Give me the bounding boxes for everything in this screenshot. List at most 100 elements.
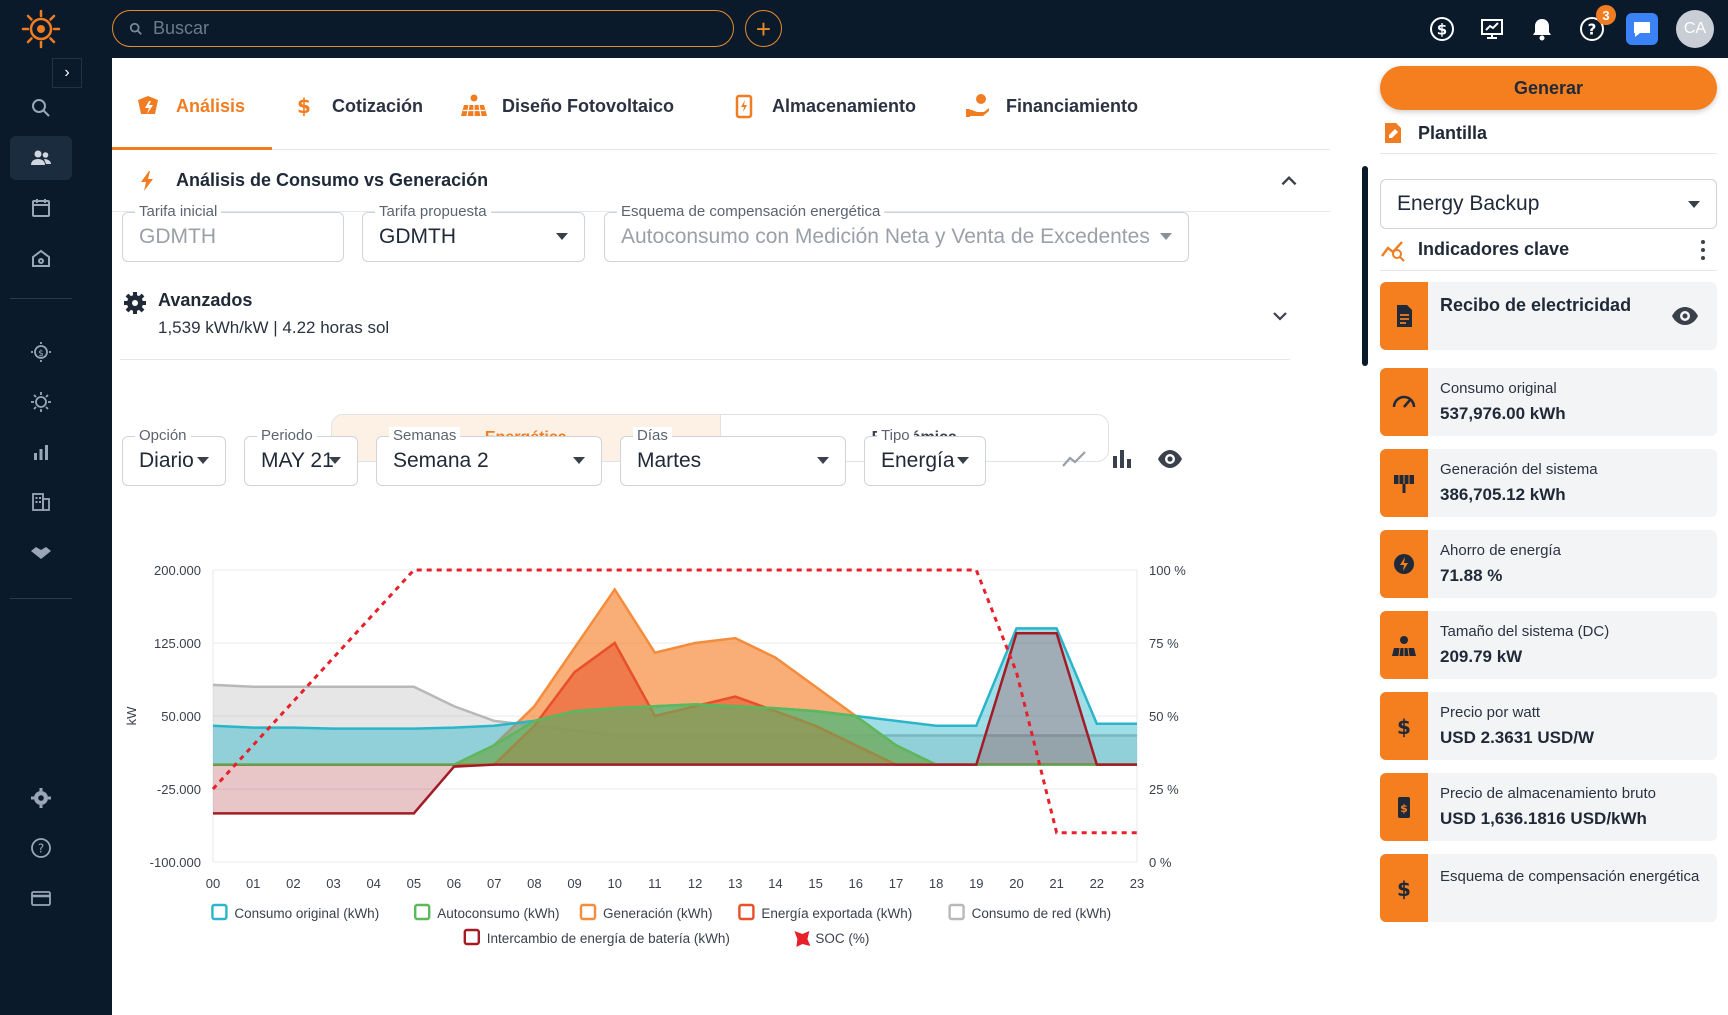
- series-line: [213, 632, 1137, 815]
- chevron-up-icon[interactable]: [1278, 170, 1300, 192]
- eye-icon[interactable]: [1671, 304, 1699, 328]
- svg-text:$: $: [1437, 21, 1447, 39]
- search-bar[interactable]: [112, 10, 734, 47]
- bar-chart-icon[interactable]: [1109, 446, 1135, 472]
- avanzados-panel[interactable]: Avanzados 1,539 kWh/kW | 4.22 horas sol: [120, 286, 1290, 360]
- x-tick-label: 15: [808, 876, 822, 891]
- series-area: [213, 628, 1137, 765]
- sidebar-toggle-button[interactable]: ›: [52, 58, 82, 88]
- y-axis-label: kW: [124, 706, 139, 726]
- kpi-card[interactable]: $ Esquema de compensación energética: [1380, 854, 1717, 922]
- x-tick-label: 01: [246, 876, 260, 891]
- avanzados-subtitle: 1,539 kWh/kW | 4.22 horas sol: [158, 318, 390, 337]
- energy-chart: 200.000 100 %125.000 75 %50.000 50 %-25.000…: [124, 563, 1186, 947]
- kpi-card[interactable]: $ Precio de almacenamiento bruto USD 1,636…: [1380, 773, 1717, 841]
- sidebar-item-buildings[interactable]: [10, 480, 72, 524]
- sidebar-item-users[interactable]: [10, 136, 72, 180]
- svg-text:?: ?: [1588, 21, 1597, 39]
- esquema-compensacion-select[interactable]: Esquema de compensación energética Autoc…: [604, 203, 1189, 262]
- brand-logo[interactable]: [20, 8, 62, 50]
- generate-button[interactable]: Generar: [1380, 66, 1717, 110]
- sidebar-item-partners[interactable]: [10, 530, 72, 574]
- sidebar-item-reports[interactable]: [10, 430, 72, 474]
- sidebar-item-home[interactable]: [10, 236, 72, 280]
- opcion-select[interactable]: Opción Diario: [122, 427, 226, 486]
- tab-bar: Análisis $ Cotización Diseño Fotovoltaic…: [112, 58, 1330, 150]
- legend-marker: [414, 903, 431, 921]
- y2-tick-label: 100 %: [1149, 563, 1186, 578]
- kpi-card[interactable]: Consumo original 537,976.00 kWh: [1380, 368, 1717, 436]
- svg-text:$: $: [1400, 802, 1408, 815]
- svg-text:?: ?: [38, 842, 44, 856]
- legend-label: Consumo original (kWh): [234, 906, 379, 921]
- template-icon: [1385, 123, 1401, 143]
- sidebar-item-solar[interactable]: [10, 380, 72, 424]
- more-options-icon[interactable]: [1700, 238, 1706, 262]
- dias-select[interactable]: Días Martes: [620, 427, 846, 486]
- x-tick-label: 02: [286, 876, 300, 891]
- tab-almacenamiento[interactable]: Almacenamiento: [730, 84, 916, 128]
- legend-marker: [794, 931, 811, 947]
- sidebar-item-help[interactable]: ?: [10, 826, 72, 870]
- financing-icon: [966, 94, 989, 117]
- handshake-icon: [31, 547, 51, 559]
- active-tab-indicator: [112, 147, 272, 150]
- solar-dollar-icon: $: [31, 342, 51, 362]
- sidebar-item-search[interactable]: [10, 86, 72, 130]
- series-area: [213, 633, 1137, 814]
- y-tick-label: 125.000: [154, 636, 201, 651]
- section-title: Análisis de Consumo vs Generación: [176, 170, 489, 190]
- plantilla-header: Plantilla: [1380, 120, 1487, 146]
- x-tick-label: 14: [768, 876, 782, 891]
- sidebar-item-calendar[interactable]: [10, 186, 72, 230]
- semanas-select[interactable]: Semanas Semana 2: [376, 427, 602, 486]
- sidebar-item-settings[interactable]: [10, 776, 72, 820]
- x-tick-label: 18: [929, 876, 943, 891]
- y-tick-label: 50.000: [161, 709, 201, 724]
- kpi-label: Generación del sistema: [1440, 461, 1598, 478]
- energy-savings-icon: [1394, 554, 1414, 574]
- sidebar-item-solar-finance[interactable]: $: [10, 330, 72, 374]
- tarifa-propuesta-select[interactable]: Tarifa propuesta GDMTH: [362, 203, 585, 262]
- top-bar: + $ ? 3 CA: [0, 0, 1728, 58]
- indicadores-header: Indicadores clave: [1380, 236, 1569, 262]
- battery-dollar-icon: $: [1398, 797, 1410, 818]
- dropdown-arrow-icon: [556, 233, 568, 240]
- currency-icon[interactable]: $: [1426, 13, 1458, 45]
- tab-analisis[interactable]: Análisis: [134, 84, 245, 128]
- plantilla-select[interactable]: Energy Backup: [1380, 179, 1717, 229]
- kpi-value: USD 2.3631 USD/W: [1440, 728, 1594, 747]
- add-button[interactable]: +: [745, 10, 782, 47]
- help-icon[interactable]: ? 3: [1576, 5, 1616, 45]
- tipo-select[interactable]: Tipo Energía: [864, 427, 986, 486]
- line-chart-icon[interactable]: [1061, 446, 1087, 472]
- right-panel: Generar Plantilla Energy Backup Indicado…: [1330, 58, 1728, 1015]
- x-tick-label: 21: [1049, 876, 1063, 891]
- x-tick-label: 23: [1130, 876, 1144, 891]
- chevron-down-icon[interactable]: [1270, 306, 1290, 326]
- periodo-select[interactable]: Periodo MAY 21: [244, 427, 358, 486]
- kpi-card[interactable]: $ Precio por watt USD 2.3631 USD/W: [1380, 692, 1717, 760]
- bell-icon[interactable]: [1526, 13, 1558, 45]
- tab-cotizacion[interactable]: $ Cotización: [290, 84, 423, 128]
- x-tick-label: 22: [1090, 876, 1104, 891]
- lightning-icon: [141, 170, 153, 191]
- kpi-value: 209.79 kW: [1440, 647, 1523, 666]
- kpi-card[interactable]: Generación del sistema 386,705.12 kWh: [1380, 449, 1717, 517]
- sidebar-item-billing[interactable]: [10, 876, 72, 920]
- recibo-electricidad-card[interactable]: Recibo de electricidad: [1380, 282, 1717, 350]
- eye-icon[interactable]: [1157, 446, 1183, 472]
- search-input[interactable]: [153, 18, 713, 39]
- chat-icon[interactable]: [1626, 13, 1658, 45]
- scrollbar[interactable]: [1362, 166, 1368, 366]
- kpi-label: Precio por watt: [1440, 704, 1541, 721]
- x-tick-label: 09: [567, 876, 581, 891]
- legend-marker: [211, 903, 228, 921]
- tab-financiamiento[interactable]: Financiamiento: [964, 84, 1138, 128]
- tab-diseno-fotovoltaico[interactable]: Diseño Fotovoltaico: [460, 84, 674, 128]
- avatar[interactable]: CA: [1676, 10, 1714, 48]
- presentation-icon[interactable]: [1476, 13, 1508, 45]
- kpi-card[interactable]: Tamaño del sistema (DC) 209.79 kW: [1380, 611, 1717, 679]
- kpi-card[interactable]: Ahorro de energía 71.88 %: [1380, 530, 1717, 598]
- kpi-value: USD 1,636.1816 USD/kWh: [1440, 809, 1647, 828]
